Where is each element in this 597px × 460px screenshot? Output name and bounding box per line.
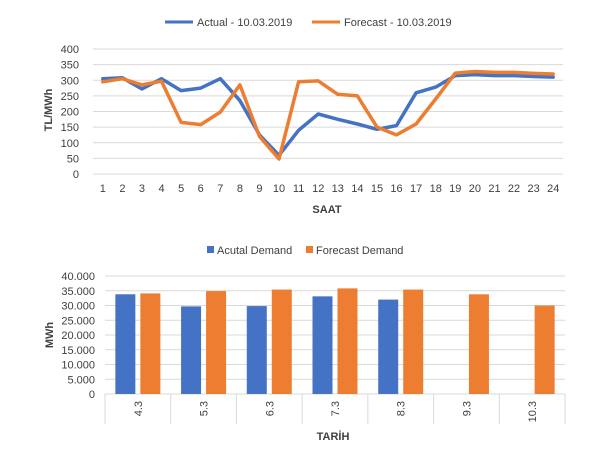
x-tick-label: 4.3 (133, 401, 145, 416)
x-tick-label: 10.3 (527, 401, 539, 422)
x-tick-label: 9 (256, 183, 262, 195)
line-chart-gridlines (93, 48, 563, 175)
bar-chart-gridlines (105, 275, 565, 395)
y-tick-label: 40.000 (61, 271, 95, 283)
bar-chart-x-ticks: 4.3 5.3 6.3 7.3 8.3 9.3 10.3 (104, 394, 566, 424)
series-line-actual (101, 72, 555, 158)
bar-forecast-9.3 (468, 294, 489, 394)
x-tick-label: 15 (371, 183, 383, 195)
line-chart-series (101, 69, 555, 161)
bar-chart-xlabel: TARİH (317, 430, 350, 443)
legend-label-forecast-demand: Forecast Demand (316, 245, 403, 257)
x-tick-label: 7 (217, 183, 223, 195)
line-chart: Actual - 10.03.2019 Forecast - 10.03.201… (43, 17, 563, 216)
bar-forecast-8.3 (403, 289, 424, 394)
x-tick-label: 8 (237, 183, 243, 195)
y-tick-label: 300 (61, 75, 79, 87)
x-tick-label: 1 (100, 183, 106, 195)
x-tick-label: 20 (469, 183, 481, 195)
bar-forecast-6.3 (271, 289, 292, 394)
bar-actual-4.3 (115, 294, 136, 394)
line-chart-ylabel: TL/MWh (43, 88, 55, 131)
x-tick-label: 12 (312, 183, 324, 195)
x-tick-label: 13 (332, 183, 344, 195)
bar-actual-7.3 (312, 296, 333, 394)
y-tick-label: 150 (61, 122, 79, 134)
y-tick-label: 35.000 (61, 286, 95, 298)
x-tick-label: 22 (508, 183, 520, 195)
line-chart-legend: Actual - 10.03.2019 Forecast - 10.03.201… (165, 17, 452, 29)
line-chart-xlabel: SAAT (312, 204, 341, 216)
bar-chart-y-ticks: 0 5.000 10.000 15.000 20.000 25.000 30.000 35.0… (61, 271, 95, 401)
y-tick-label: 0 (73, 169, 79, 181)
x-tick-label: 7.3 (330, 401, 342, 416)
x-tick-label: 6.3 (264, 401, 276, 416)
x-tick-label: 21 (488, 183, 500, 195)
legend-label-actual-demand: Acutal Demand (217, 245, 292, 257)
bar-forecast-7.3 (337, 288, 358, 394)
y-tick-label: 100 (61, 138, 79, 150)
y-tick-label: 200 (61, 107, 79, 119)
bar-actual-8.3 (378, 299, 399, 394)
y-tick-label: 25.000 (61, 315, 95, 327)
x-tick-label: 2 (119, 183, 125, 195)
y-tick-label: 400 (61, 44, 79, 56)
y-tick-label: 350 (61, 60, 79, 72)
x-tick-label: 3 (139, 183, 145, 195)
x-tick-label: 23 (528, 183, 540, 195)
legend-label-forecast: Forecast - 10.03.2019 (344, 17, 452, 29)
y-tick-label: 0 (89, 389, 95, 401)
x-tick-label: 6 (198, 183, 204, 195)
y-tick-label: 50 (67, 153, 79, 165)
x-tick-label: 14 (351, 183, 363, 195)
bar-chart: Acutal Demand Forecast Demand 0 5.000 10.0… (44, 245, 566, 443)
legend-swatch-forecast-demand (306, 246, 313, 253)
line-chart-y-ticks: 0 50 100 150 200 250 300 350 400 (61, 44, 79, 181)
bar-chart-bars (115, 288, 555, 394)
x-tick-label: 5.3 (199, 401, 211, 416)
x-tick-label: 4 (158, 183, 164, 195)
bar-forecast-10.3 (534, 305, 555, 394)
y-tick-label: 15.000 (61, 345, 95, 357)
x-tick-label: 9.3 (461, 401, 473, 416)
y-tick-label: 10.000 (61, 360, 95, 372)
x-tick-label: 10 (273, 183, 285, 195)
y-tick-label: 5.000 (67, 374, 95, 386)
x-tick-label: 5 (178, 183, 184, 195)
x-tick-label: 24 (547, 183, 559, 195)
legend-label-actual: Actual - 10.03.2019 (197, 17, 292, 29)
x-tick-label: 18 (430, 183, 442, 195)
bar-actual-5.3 (181, 306, 202, 394)
bar-forecast-4.3 (140, 293, 161, 394)
bar-forecast-5.3 (206, 291, 227, 394)
x-tick-label: 8.3 (396, 401, 408, 416)
x-tick-label: 17 (410, 183, 422, 195)
line-chart-x-ticks: 1 2 3 4 5 6 7 8 9 10 11 12 13 14 15 16 17 18 19 20 21 22 23 24 (100, 183, 560, 195)
legend-swatch-actual-demand (207, 246, 214, 253)
x-tick-label: 16 (390, 183, 402, 195)
bar-chart-legend: Acutal Demand Forecast Demand (207, 245, 403, 257)
y-tick-label: 250 (61, 91, 79, 103)
y-tick-label: 20.000 (61, 330, 95, 342)
bar-chart-ylabel: MWh (44, 322, 56, 349)
y-tick-label: 30.000 (61, 301, 95, 313)
x-tick-label: 19 (449, 183, 461, 195)
series-line-forecast (101, 69, 555, 161)
x-tick-label: 11 (293, 183, 304, 195)
bar-actual-6.3 (246, 306, 267, 394)
